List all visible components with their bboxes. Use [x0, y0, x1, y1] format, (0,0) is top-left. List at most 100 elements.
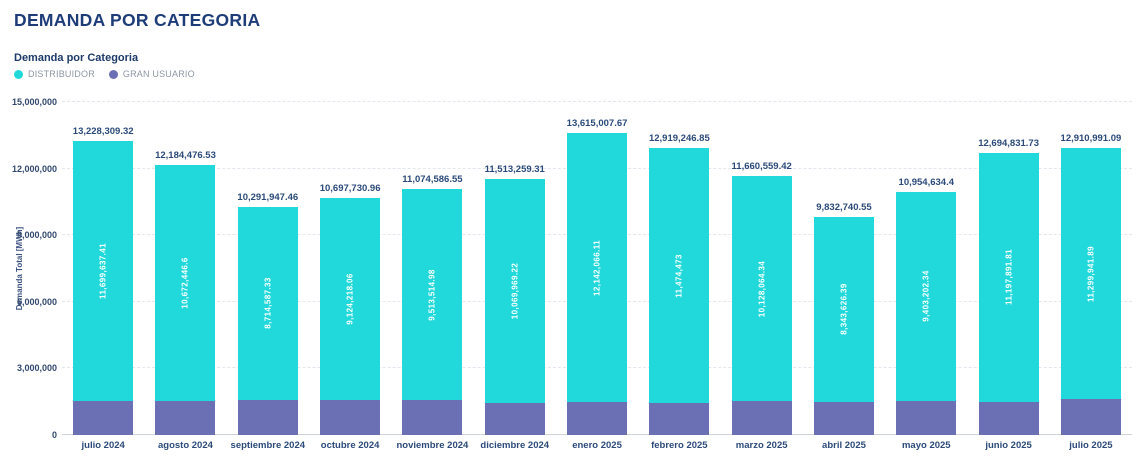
- bar-inner-label: 10,672,446.6: [180, 257, 190, 309]
- x-tick-label: julio 2025: [1069, 440, 1113, 451]
- x-tick-label: septiembre 2024: [230, 440, 306, 451]
- y-tick-label: 15,000,000: [11, 97, 57, 107]
- bar-segment-gran-usuario[interactable]: [320, 400, 381, 435]
- bar-slot: 13,228,309.32 11,699,637.41 julio 2024: [62, 102, 144, 451]
- bar-segment-gran-usuario[interactable]: [237, 399, 298, 435]
- bar-segment-distribuidor[interactable]: 11,474,473: [649, 148, 710, 403]
- x-tick-label: marzo 2025: [735, 440, 788, 451]
- bar-inner-label: 11,299,941.89: [1086, 245, 1096, 302]
- y-tick-label: 9,000,000: [16, 230, 57, 241]
- bar-segment-distribuidor[interactable]: 11,699,637.41: [73, 141, 134, 402]
- bar-slot: 12,910,991.09 11,299,941.89 julio 2025: [1050, 102, 1132, 451]
- bar-column: 10,697,730.96 9,124,218.06: [320, 183, 380, 435]
- bar-slot: 11,074,586.55 9,513,514.98 noviembre 2024: [391, 102, 473, 451]
- bar-inner-label: 9,513,514.98: [427, 269, 437, 321]
- bar-column: 12,919,246.85 11,474,473: [648, 133, 710, 435]
- bar-total-label: 10,954,634.4: [898, 176, 955, 188]
- bar-slot: 12,694,831.73 11,197,891.81 junio 2025: [967, 102, 1049, 451]
- bar-segment-gran-usuario[interactable]: [484, 402, 545, 435]
- legend-item-gran-usuario[interactable]: GRAN USUARIO: [108, 69, 195, 79]
- bar-column: 12,910,991.09 11,299,941.89: [1061, 133, 1121, 435]
- bar-total-label: 12,184,476.53: [155, 149, 216, 161]
- chart-title: Demanda por Categoria: [14, 52, 139, 64]
- x-tick-label: mayo 2025: [901, 440, 951, 451]
- bar-segment-gran-usuario[interactable]: [896, 400, 957, 435]
- bar-inner-label: 12,142,066.11: [592, 239, 602, 296]
- x-tick-label: abril 2025: [822, 440, 866, 451]
- bar-segment-gran-usuario[interactable]: [73, 401, 134, 435]
- chart-legend: DISTRIBUIDOR GRAN USUARIO: [14, 69, 195, 79]
- bar-slot: 10,697,730.96 9,124,218.06 octubre 2024: [309, 102, 391, 451]
- bar-slot: 12,184,476.53 10,672,446.6 agosto 2024: [144, 102, 226, 451]
- bar-segment-distribuidor[interactable]: 10,128,064.34: [731, 176, 792, 401]
- bar-inner-label: 11,699,637.41: [98, 243, 108, 300]
- bar-column: 12,694,831.73 11,197,891.81: [978, 138, 1039, 435]
- y-axis: 0 3,000,000 6,000,000 9,000,000 12,000,000 15…: [0, 97, 57, 440]
- bar-column: 13,615,007.67 12,142,066.11: [567, 118, 627, 435]
- x-tick-label: julio 2024: [81, 440, 125, 451]
- gridline: [62, 101, 1132, 102]
- bar-inner-label: 11,474,473: [674, 253, 684, 298]
- bar-total-label: 12,694,831.73: [978, 138, 1039, 150]
- plot-area: 13,228,309.32 11,699,637.41 julio 2024 12,1…: [62, 101, 1132, 451]
- bar-column: 12,184,476.53 10,672,446.6: [155, 149, 216, 435]
- bar-segment-distribuidor[interactable]: 9,124,218.06: [320, 197, 381, 401]
- x-tick-label: noviembre 2024: [396, 440, 469, 451]
- bar-column: 10,291,947.46 8,714,587.33: [237, 191, 299, 435]
- bar-segment-gran-usuario[interactable]: [155, 401, 216, 435]
- legend-dot-icon: [108, 69, 118, 79]
- x-tick-label: diciembre 2024: [480, 440, 550, 451]
- bar-total-label: 13,228,309.32: [72, 126, 134, 138]
- bar-segment-gran-usuario[interactable]: [978, 401, 1039, 435]
- bar-total-label: 12,910,991.09: [1060, 133, 1122, 145]
- bar-segment-gran-usuario[interactable]: [649, 402, 710, 435]
- bar-segment-gran-usuario[interactable]: [402, 400, 463, 435]
- legend-item-label: DISTRIBUIDOR: [28, 69, 95, 79]
- x-tick-label: febrero 2025: [651, 440, 708, 451]
- bar-segment-distribuidor[interactable]: 9,513,514.98: [402, 189, 463, 401]
- bar-total-label: 11,660,559.42: [731, 161, 792, 173]
- bar-total-label: 9,832,740.55: [816, 201, 872, 213]
- bar-segment-gran-usuario[interactable]: [567, 402, 628, 435]
- bar-total-label: 11,513,259.31: [484, 164, 545, 176]
- bar-segment-distribuidor[interactable]: 10,069,969.22: [484, 179, 545, 403]
- bar-total-label: 10,697,730.96: [319, 182, 381, 194]
- bar-segment-distribuidor[interactable]: 10,672,446.6: [155, 164, 216, 402]
- bar-inner-label: 11,197,891.81: [1004, 249, 1014, 306]
- bar-segment-distribuidor[interactable]: 8,343,626.39: [813, 216, 874, 402]
- bar-inner-label: 9,403,202.34: [921, 270, 931, 322]
- y-tick-label: 0: [51, 430, 57, 440]
- bar-series: 13,228,309.32 11,699,637.41 julio 2024 12,1…: [62, 102, 1132, 451]
- bar-total-label: 12,919,246.85: [648, 133, 710, 145]
- bar-segment-gran-usuario[interactable]: [813, 401, 874, 435]
- bar-segment-gran-usuario[interactable]: [1060, 399, 1121, 435]
- bar-segment-distribuidor[interactable]: 11,299,941.89: [1060, 148, 1121, 400]
- bar-segment-distribuidor[interactable]: 11,197,891.81: [978, 153, 1039, 402]
- bar-segment-distribuidor[interactable]: 9,403,202.34: [896, 191, 957, 401]
- page-title: DEMANDA POR CATEGORIA: [14, 10, 261, 30]
- bar-column: 11,660,559.42 10,128,064.34: [732, 161, 792, 435]
- bar-inner-label: 10,069,969.22: [510, 263, 520, 320]
- bar-column: 11,074,586.55 9,513,514.98: [402, 174, 463, 435]
- bar-segment-gran-usuario[interactable]: [731, 400, 792, 435]
- bar-slot: 13,615,007.67 12,142,066.11 enero 2025: [556, 102, 638, 451]
- x-tick-label: agosto 2024: [158, 440, 213, 451]
- bar-column: 11,513,259.31 10,069,969.22: [485, 164, 545, 435]
- bar-inner-label: 8,343,626.39: [839, 283, 849, 336]
- x-tick-label: junio 2025: [985, 440, 1032, 451]
- bar-column: 9,832,740.55 8,343,626.39: [813, 201, 874, 435]
- bar-total-label: 10,291,947.46: [237, 191, 299, 203]
- bar-inner-label: 8,714,587.33: [263, 277, 273, 330]
- bar-slot: 11,660,559.42 10,128,064.34 marzo 2025: [721, 102, 803, 451]
- y-tick-label: 6,000,000: [16, 296, 57, 307]
- bar-total-label: 13,615,007.67: [566, 117, 628, 129]
- x-tick-label: enero 2025: [572, 440, 622, 451]
- bar-segment-distribuidor[interactable]: 8,714,587.33: [237, 206, 298, 400]
- bar-slot: 11,513,259.31 10,069,969.22 diciembre 2024: [474, 102, 556, 451]
- bar-slot: 9,832,740.55 8,343,626.39 abril 2025: [803, 102, 885, 451]
- bar-slot: 12,919,246.85 11,474,473 febrero 2025: [638, 102, 720, 451]
- bar-segment-distribuidor[interactable]: 12,142,066.11: [567, 132, 628, 403]
- bar-total-label: 11,074,586.55: [402, 174, 463, 186]
- legend-item-distribuidor[interactable]: DISTRIBUIDOR: [14, 69, 95, 79]
